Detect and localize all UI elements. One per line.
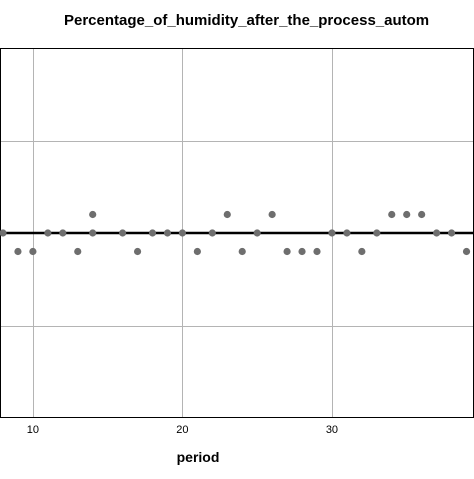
data-point bbox=[59, 229, 67, 237]
x-tick-labels: 10 20 30 bbox=[27, 424, 338, 436]
data-point bbox=[89, 229, 97, 237]
data-point bbox=[462, 247, 471, 256]
data-point bbox=[0, 229, 7, 237]
x-tick-label: 20 bbox=[176, 424, 188, 436]
data-point bbox=[418, 210, 426, 219]
x-tick-label: 10 bbox=[27, 424, 39, 436]
data-point bbox=[373, 229, 381, 237]
data-point bbox=[298, 247, 306, 256]
data-point bbox=[148, 229, 157, 237]
data-point bbox=[44, 229, 52, 237]
chart-title: Percentage_of_humidity_after_the_process… bbox=[64, 12, 429, 29]
data-point bbox=[14, 247, 22, 256]
data-point bbox=[328, 229, 336, 237]
data-point bbox=[223, 210, 231, 219]
data-point bbox=[253, 229, 261, 237]
data-point bbox=[208, 229, 216, 237]
data-point bbox=[433, 229, 441, 237]
data-point bbox=[29, 247, 37, 256]
data-point bbox=[238, 247, 246, 256]
data-point bbox=[313, 247, 321, 256]
data-point bbox=[388, 210, 396, 219]
data-point bbox=[358, 247, 366, 256]
x-axis-label: period bbox=[177, 449, 220, 465]
data-point bbox=[193, 247, 201, 256]
data-point bbox=[163, 229, 172, 237]
data-point bbox=[89, 210, 97, 219]
data-point bbox=[133, 247, 142, 256]
data-point bbox=[447, 229, 456, 237]
data-point bbox=[343, 229, 351, 237]
data-point bbox=[119, 229, 127, 237]
x-tick-label: 30 bbox=[326, 424, 338, 436]
data-point bbox=[178, 229, 187, 237]
data-point bbox=[268, 210, 276, 219]
data-points bbox=[0, 210, 471, 256]
data-point bbox=[283, 247, 291, 256]
data-point bbox=[403, 210, 411, 219]
data-point bbox=[74, 247, 82, 256]
